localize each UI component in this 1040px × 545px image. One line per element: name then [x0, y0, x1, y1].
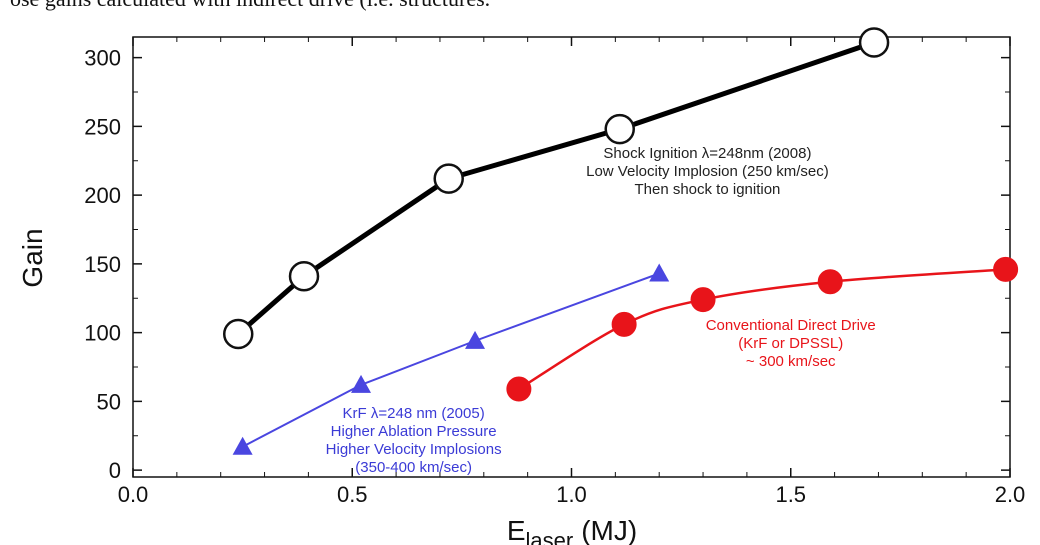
annotation-line: Higher Ablation Pressure [331, 423, 497, 440]
y-tick-label: 200 [84, 183, 121, 208]
data-point-krf [351, 374, 372, 393]
y-axis-label: Gain [17, 228, 48, 287]
annotation-line: Conventional Direct Drive [706, 317, 876, 334]
y-tick-label: 100 [84, 321, 121, 346]
annotation-line: Shock Ignition λ=248nm (2008) [603, 145, 811, 162]
data-point-shock [288, 261, 320, 292]
y-tick-label: 250 [84, 114, 121, 139]
series-lines [236, 40, 1006, 448]
y-tick-label: 300 [84, 46, 121, 71]
data-point-krf [465, 330, 486, 349]
annotation-line: (350-400 km/sec) [355, 459, 472, 476]
x-axis-label-unit: (MJ) [581, 515, 637, 545]
x-tick-label: 0.0 [118, 482, 149, 507]
annotation-line: Low Velocity Implosion (250 km/sec) [586, 163, 829, 180]
annotation-direct: Conventional Direct Drive (KrF or DPSSL) ~… [706, 317, 876, 370]
data-point-direct [817, 269, 843, 295]
series-markers [222, 27, 1019, 455]
annotation-line: (KrF or DPSSL) [738, 335, 843, 352]
data-point-shock [433, 163, 464, 194]
data-point-shock [604, 113, 635, 145]
data-point-direct [690, 287, 716, 313]
x-axis-label-sub: laser [526, 528, 574, 545]
data-point-shock [858, 27, 890, 58]
annotation-krf: KrF λ=248 nm (2005) Higher Ablation Press… [326, 405, 502, 476]
data-point-direct [506, 376, 532, 402]
caption-text: ose gains calculated with indirect drive… [10, 0, 490, 12]
data-point-krf [232, 436, 253, 455]
x-tick-label: 2.0 [995, 482, 1026, 507]
annotation-line: Then shock to ignition [634, 181, 780, 198]
annotations-group: Shock Ignition λ=248nm (2008) Low Velocit… [326, 145, 876, 476]
x-tick-label: 0.5 [337, 482, 368, 507]
plot-frame [132, 36, 1011, 478]
x-axis-label: Elaser (MJ) [507, 515, 637, 545]
x-tick-label: 1.5 [775, 482, 806, 507]
data-point-direct [611, 311, 637, 337]
x-tick-label: 1.0 [556, 482, 587, 507]
annotation-line: KrF λ=248 nm (2005) [343, 405, 485, 422]
annotation-shock: Shock Ignition λ=248nm (2008) Low Velocit… [586, 145, 829, 198]
y-tick-label: 50 [97, 389, 121, 414]
y-tick-label: 150 [84, 252, 121, 277]
data-point-direct [993, 256, 1019, 282]
annotation-line: ~ 300 km/sec [746, 353, 836, 370]
x-axis-label-main: E [507, 515, 526, 545]
ticks-group: 0 50 100 150 200 250 300 0.0 0.5 1.0 1.5 2.0 [84, 37, 1025, 507]
annotation-line: Higher Velocity Implosions [326, 441, 502, 458]
data-point-krf [649, 263, 670, 282]
y-tick-label: 0 [109, 458, 121, 483]
data-point-shock [222, 318, 254, 350]
series-line-krf [242, 272, 660, 448]
